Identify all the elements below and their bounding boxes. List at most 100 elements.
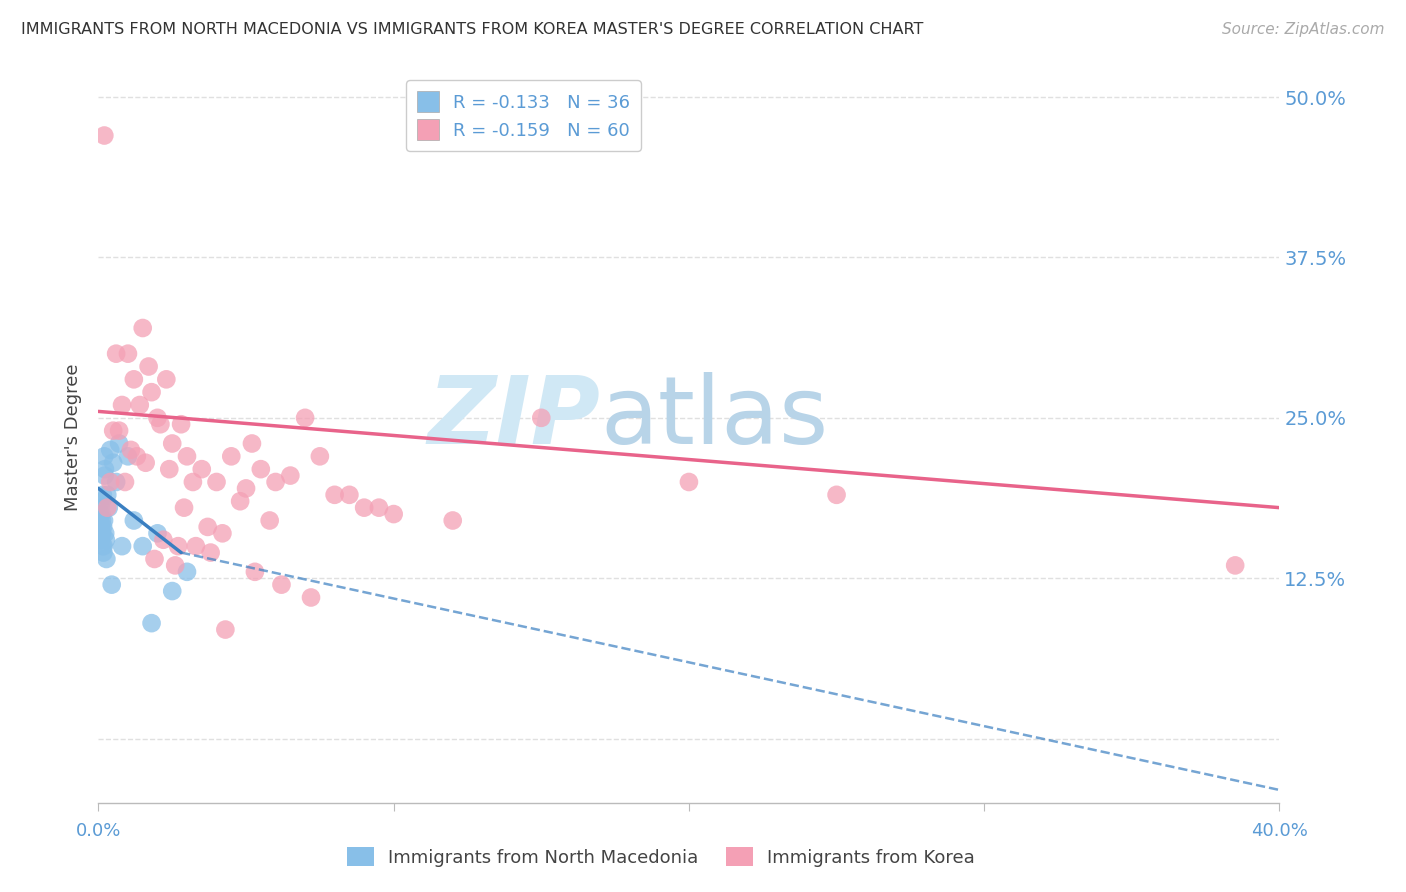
Point bbox=[90, 494, 112, 508]
Point bbox=[200, 545, 222, 559]
Point bbox=[90, 500, 112, 515]
Point bbox=[122, 372, 145, 386]
Point bbox=[94, 462, 117, 476]
Point bbox=[138, 359, 160, 374]
Point bbox=[382, 507, 405, 521]
Point bbox=[90, 507, 112, 521]
Point bbox=[117, 346, 139, 360]
Point bbox=[155, 372, 177, 386]
Point bbox=[176, 565, 198, 579]
Point bbox=[111, 539, 134, 553]
Point bbox=[111, 398, 134, 412]
Point bbox=[229, 494, 252, 508]
Point bbox=[221, 450, 243, 464]
Text: atlas: atlas bbox=[600, 372, 828, 464]
Point bbox=[93, 468, 115, 483]
Text: Source: ZipAtlas.com: Source: ZipAtlas.com bbox=[1222, 22, 1385, 37]
Point bbox=[120, 442, 142, 457]
Point bbox=[98, 475, 121, 489]
Point bbox=[143, 552, 166, 566]
Point bbox=[339, 488, 360, 502]
Point bbox=[678, 475, 700, 489]
Point bbox=[299, 591, 322, 605]
Point bbox=[96, 488, 118, 502]
Point bbox=[117, 450, 139, 464]
Point bbox=[103, 424, 125, 438]
Point bbox=[94, 533, 117, 547]
Point bbox=[1223, 558, 1246, 573]
Point bbox=[108, 436, 131, 450]
Point bbox=[108, 424, 131, 438]
Point bbox=[135, 456, 157, 470]
Point bbox=[93, 545, 115, 559]
Point bbox=[259, 514, 281, 528]
Point bbox=[146, 410, 169, 425]
Point bbox=[235, 482, 257, 496]
Point bbox=[93, 128, 115, 143]
Point bbox=[96, 552, 118, 566]
Point bbox=[114, 475, 136, 489]
Point bbox=[441, 514, 464, 528]
Y-axis label: Master's Degree: Master's Degree bbox=[65, 363, 83, 511]
Point bbox=[132, 321, 155, 335]
Point bbox=[173, 500, 195, 515]
Point bbox=[176, 450, 198, 464]
Text: 0.0%: 0.0% bbox=[76, 822, 121, 840]
Point bbox=[353, 500, 375, 515]
Point bbox=[122, 514, 145, 528]
Point bbox=[368, 500, 391, 515]
Point bbox=[90, 533, 112, 547]
Point bbox=[309, 450, 332, 464]
Point bbox=[162, 584, 183, 599]
Point bbox=[270, 577, 292, 591]
Point bbox=[157, 462, 180, 476]
Point bbox=[93, 450, 115, 464]
Point bbox=[91, 488, 114, 502]
Point bbox=[240, 436, 263, 450]
Point bbox=[96, 500, 118, 515]
Point bbox=[93, 539, 115, 553]
Point bbox=[191, 462, 214, 476]
Text: 40.0%: 40.0% bbox=[1251, 822, 1308, 840]
Point bbox=[250, 462, 273, 476]
Legend: Immigrants from North Macedonia, Immigrants from Korea: Immigrants from North Macedonia, Immigra… bbox=[339, 840, 983, 874]
Point bbox=[197, 520, 219, 534]
Point bbox=[152, 533, 174, 547]
Point bbox=[91, 539, 114, 553]
Point bbox=[89, 520, 111, 534]
Point bbox=[530, 410, 553, 425]
Point bbox=[149, 417, 172, 432]
Point bbox=[146, 526, 169, 541]
Point bbox=[184, 539, 207, 553]
Point bbox=[89, 514, 111, 528]
Point bbox=[170, 417, 193, 432]
Point bbox=[105, 475, 128, 489]
Legend: R = -0.133   N = 36, R = -0.159   N = 60: R = -0.133 N = 36, R = -0.159 N = 60 bbox=[406, 80, 641, 151]
Point bbox=[141, 616, 163, 631]
Point bbox=[181, 475, 204, 489]
Point bbox=[132, 539, 155, 553]
Point bbox=[90, 526, 112, 541]
Point bbox=[167, 539, 190, 553]
Point bbox=[294, 410, 316, 425]
Point bbox=[278, 468, 302, 483]
Point bbox=[264, 475, 287, 489]
Point bbox=[323, 488, 346, 502]
Point bbox=[205, 475, 228, 489]
Point bbox=[125, 450, 148, 464]
Text: ZIP: ZIP bbox=[427, 372, 600, 464]
Text: IMMIGRANTS FROM NORTH MACEDONIA VS IMMIGRANTS FROM KOREA MASTER'S DEGREE CORRELA: IMMIGRANTS FROM NORTH MACEDONIA VS IMMIG… bbox=[21, 22, 924, 37]
Point bbox=[93, 514, 115, 528]
Point bbox=[91, 526, 114, 541]
Point bbox=[165, 558, 187, 573]
Point bbox=[98, 442, 121, 457]
Point bbox=[105, 346, 128, 360]
Point bbox=[97, 500, 120, 515]
Point bbox=[103, 456, 125, 470]
Point bbox=[211, 526, 233, 541]
Point bbox=[141, 385, 163, 400]
Point bbox=[825, 488, 848, 502]
Point bbox=[214, 623, 236, 637]
Point bbox=[91, 520, 114, 534]
Point bbox=[162, 436, 183, 450]
